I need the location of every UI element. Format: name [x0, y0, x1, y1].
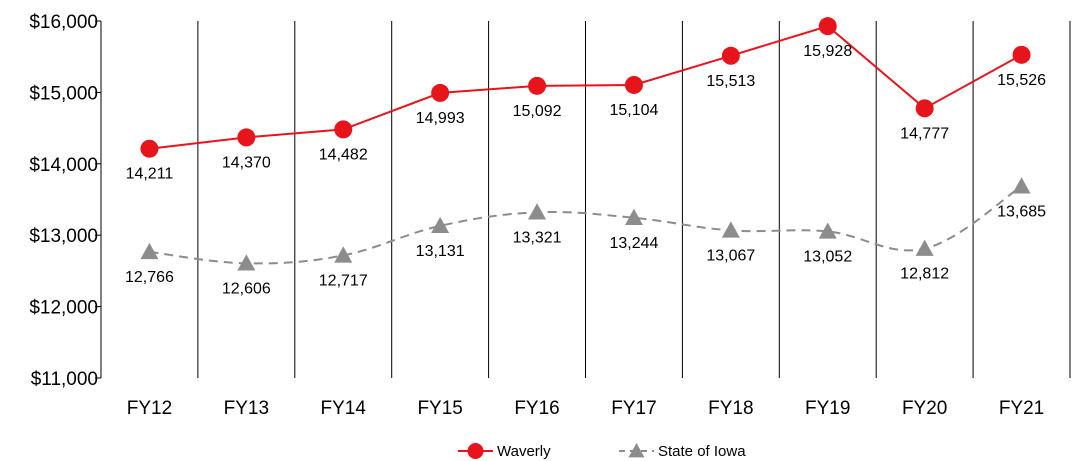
waverly-series-line — [149, 25, 1023, 150]
state-of-iowa-point — [431, 216, 450, 234]
waverly-data-label: 15,092 — [513, 103, 562, 120]
state-of-iowa-data-label: 13,321 — [513, 229, 562, 246]
waverly-point — [528, 76, 547, 95]
state-of-iowa-point — [334, 246, 353, 263]
y-tick-label: $13,000 — [29, 226, 98, 247]
y-tick-label: $11,000 — [31, 369, 98, 390]
waverly-data-label: 15,513 — [706, 73, 755, 90]
state-of-iowa-data-label: 13,131 — [416, 243, 465, 260]
state-of-iowa-data-label: 12,717 — [319, 272, 368, 289]
state-of-iowa-point — [915, 239, 934, 256]
legend-item-waverly: Waverly — [458, 443, 551, 460]
x-tick-label: FY13 — [224, 398, 269, 419]
y-tick-label: $14,000 — [29, 155, 98, 176]
waverly-data-label: 14,370 — [222, 154, 271, 171]
y-tick-label: $15,000 — [29, 83, 98, 104]
y-tick-label: $12,000 — [29, 298, 98, 319]
grid-layer — [197, 21, 1071, 378]
state-of-iowa-data-label: 12,606 — [222, 280, 271, 297]
state-of-iowa-point — [1012, 177, 1031, 194]
x-tick-label: FY14 — [321, 398, 367, 419]
x-tick-label: FY21 — [999, 398, 1044, 419]
waverly-point — [334, 120, 353, 139]
waverly-point — [721, 46, 740, 65]
state-of-iowa-point — [624, 208, 643, 225]
waverly-data-label: 14,777 — [900, 125, 949, 142]
waverly-data-label: 14,211 — [126, 166, 174, 183]
state-of-iowa-data-label: 12,812 — [900, 266, 949, 283]
waverly-point — [431, 83, 450, 102]
state-of-iowa-point — [140, 242, 159, 260]
state-of-iowa-point — [237, 254, 256, 271]
x-tick-label: FY20 — [902, 398, 947, 419]
y-tick-label: $16,000 — [29, 12, 98, 33]
state-of-iowa-data-label: 12,766 — [125, 269, 174, 286]
state-of-iowa-point — [818, 222, 837, 239]
waverly-data-label: 15,526 — [997, 72, 1046, 89]
waverly-point — [624, 75, 643, 94]
x-tick-label: FY17 — [611, 398, 656, 419]
x-tick-label: FY19 — [805, 398, 850, 419]
state-of-iowa-data-label: 13,052 — [803, 248, 852, 265]
x-tick-label: FY12 — [127, 398, 172, 419]
x-tick-label: FY15 — [417, 398, 462, 419]
legend-marker — [467, 443, 484, 459]
legend-label: State of Iowa — [658, 443, 746, 460]
state-of-iowa-data-label: 13,685 — [997, 203, 1046, 220]
waverly-point — [915, 99, 934, 118]
legend-marker — [628, 443, 645, 458]
waverly-point — [818, 17, 837, 36]
legend-label: Waverly — [497, 443, 551, 460]
x-tick-label: FY18 — [708, 398, 753, 419]
state-of-iowa-point — [528, 203, 547, 220]
data-label-layer: 14,211 14,370 14,482 14,993 15,092 15,104 15,5… — [125, 43, 1046, 297]
waverly-point — [1012, 45, 1031, 64]
state-of-iowa-series-line — [149, 185, 1023, 265]
x-tick-label: FY16 — [514, 398, 559, 419]
waverly-data-label: 14,482 — [319, 146, 368, 163]
waverly-data-label: 15,928 — [803, 43, 852, 60]
state-of-iowa-point — [721, 221, 740, 238]
state-of-iowa-data-label: 13,067 — [706, 247, 755, 264]
waverly-point — [237, 128, 256, 147]
waverly-point — [140, 139, 159, 158]
waverly-data-label: 14,993 — [416, 110, 465, 127]
waverly-data-label: 15,104 — [609, 102, 658, 119]
legend-item-state-of-iowa: State of Iowa — [619, 443, 746, 460]
axis-layer: $11,000 $12,000 $13,000 $14,000 $15,000 $16,0… — [29, 12, 1044, 419]
state-of-iowa-data-label: 13,244 — [609, 235, 658, 252]
legend: Waverly State of Iowa — [458, 443, 746, 460]
series-layer — [140, 17, 1031, 271]
